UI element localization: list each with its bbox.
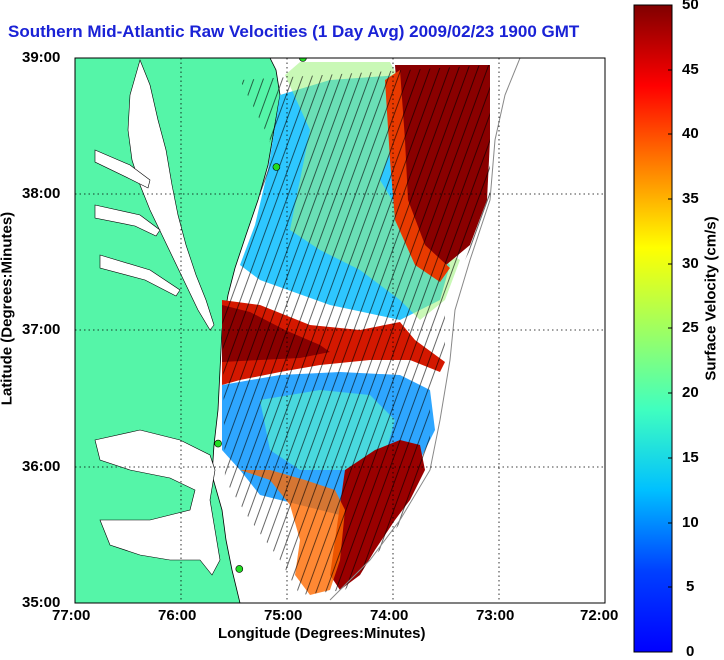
colorbar-tick-label: 20 xyxy=(682,384,699,401)
velocity-arrows xyxy=(222,65,490,595)
velocity-field xyxy=(222,62,490,595)
radar-station-marker xyxy=(214,439,222,448)
colorbar-tick-label: 40 xyxy=(682,125,699,142)
y-tick-label: 39:00 xyxy=(22,49,61,66)
x-tick-label: 76:00 xyxy=(158,607,197,624)
radar-station-marker xyxy=(272,163,281,171)
x-tick-label: 75:00 xyxy=(264,607,303,624)
grid-lines xyxy=(75,58,605,603)
colorbar-ticks xyxy=(668,4,672,588)
radar-station-marker xyxy=(299,58,307,62)
x-tick-label: 72:00 xyxy=(580,607,619,624)
colorbar-tick-label: 5 xyxy=(686,578,695,595)
colorbar-tick-label: 10 xyxy=(682,514,699,531)
plot-frame xyxy=(74,57,606,604)
y-tick-label: 37:00 xyxy=(22,321,61,338)
radar-station-marker xyxy=(235,565,244,573)
colorbar-title: Surface Velocity (cm/s) xyxy=(702,216,720,381)
hf-radar-stations xyxy=(214,58,307,573)
y-tick-label: 35:00 xyxy=(22,594,61,611)
colorbar-tick-label: 30 xyxy=(682,255,699,272)
y-axis-title: Latitude (Degrees:Minutes) xyxy=(0,211,16,406)
pamlico-sound xyxy=(94,429,221,576)
colorbar-tick-label: 45 xyxy=(682,61,699,78)
colorbar-tick-label: 15 xyxy=(682,449,699,466)
bay-inlet-west xyxy=(94,149,151,189)
bay-inlet-south xyxy=(99,254,181,297)
y-tick-label: 36:00 xyxy=(22,458,61,475)
x-tick-label: 73:00 xyxy=(476,607,515,624)
x-axis-title: Longitude (Degrees:Minutes) xyxy=(218,625,426,642)
shelf-break-contour xyxy=(329,58,521,601)
colorbar-tick-label: 50 xyxy=(682,0,699,13)
colorbar-tick-label: 0 xyxy=(686,643,695,660)
colorbar-tick-label: 25 xyxy=(682,319,699,336)
colorbar xyxy=(633,4,673,653)
map-title: Southern Mid-Atlantic Raw Velocities (1 … xyxy=(8,22,580,41)
x-tick-label: 74:00 xyxy=(370,607,409,624)
colorbar-tick-label: 35 xyxy=(682,190,699,207)
bay-inlet-mid xyxy=(94,204,161,237)
x-tick-label: 77:00 xyxy=(52,607,91,624)
y-tick-label: 38:00 xyxy=(22,185,61,202)
